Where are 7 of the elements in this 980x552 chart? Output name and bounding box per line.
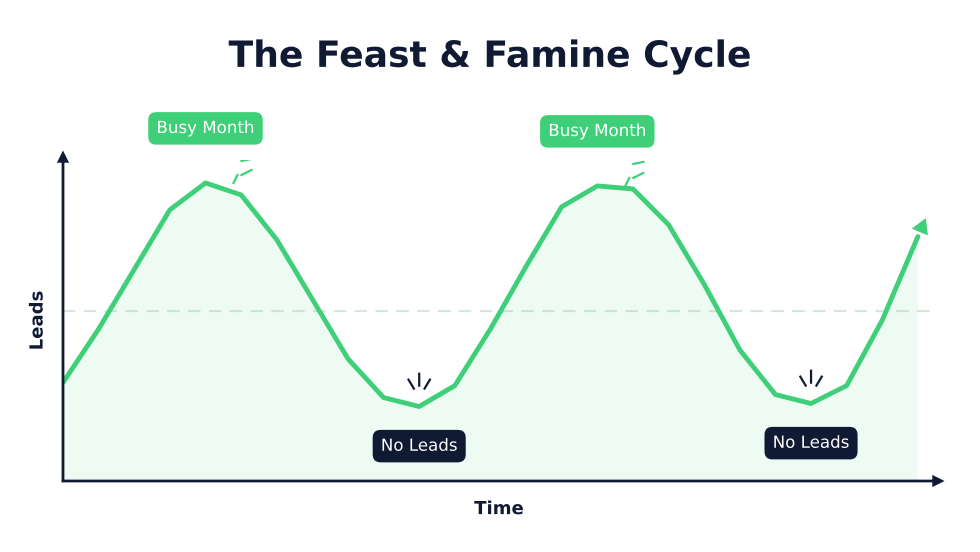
text: Busy Month: [550, 123, 645, 140]
annotation: No Leads: [774, 435, 849, 448]
y-axis-title: Leads: [28, 292, 43, 349]
chart-title: The Feast & Famine Cycle: [228, 39, 750, 75]
x-axis-title: Time: [474, 500, 523, 514]
annotation: No Leads: [382, 438, 457, 451]
text: Busy Month: [158, 120, 254, 136]
